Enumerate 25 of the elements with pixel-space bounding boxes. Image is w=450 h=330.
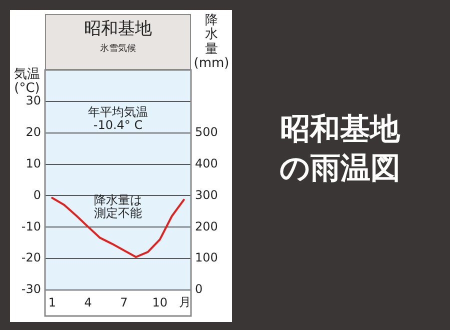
y2-tick-label: 100: [195, 250, 218, 265]
y2-axis-title: 降水量(mm): [192, 13, 230, 72]
y-tick-label: 30: [26, 94, 41, 108]
y-axis-title: 気温(°C): [13, 67, 40, 96]
text: 昭和基地の雨温図: [278, 111, 402, 188]
y-tick-label: 20: [26, 124, 41, 139]
y2-tick-label: 300: [195, 188, 218, 202]
chart-subtitle: 氷雪気候: [99, 44, 137, 55]
annotation: 降水量は測定不能: [93, 193, 143, 220]
annotation: 年平均気温 -10.4° C: [87, 105, 149, 132]
x-tick-label: 1: [48, 295, 56, 310]
y-tick-label: 0: [33, 188, 41, 202]
y-tick-label: -10: [21, 219, 41, 234]
x-tick-label: 4: [84, 295, 92, 310]
y2-tick-label: 0: [195, 282, 203, 296]
y-tick-label: -30: [21, 282, 41, 296]
chart-title: 昭和基地: [83, 19, 153, 39]
y2-tick-label: 500: [195, 124, 218, 139]
x-axis-title: 月: [178, 295, 192, 310]
y2-tick-label: 400: [195, 156, 218, 170]
x-tick-label: 7: [120, 295, 128, 310]
y-tick-label: -20: [21, 250, 41, 265]
y-tick-label: 10: [26, 156, 41, 170]
x-tick-label: 10: [152, 295, 168, 310]
y2-tick-label: 200: [195, 219, 218, 234]
